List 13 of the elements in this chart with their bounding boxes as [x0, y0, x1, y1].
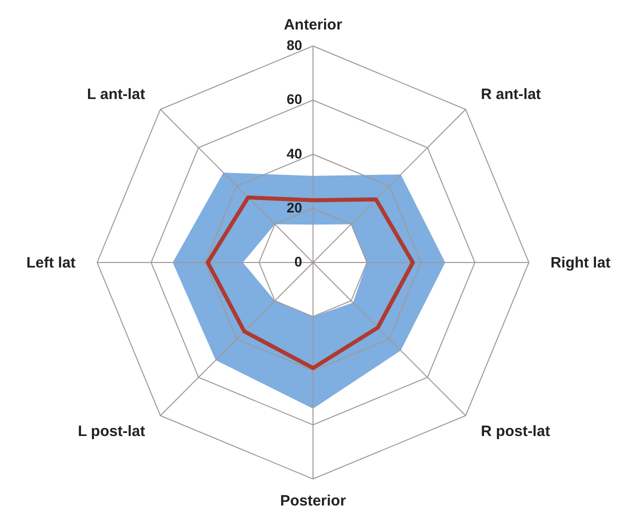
spoke-label: L ant-lat — [87, 86, 146, 104]
y-tick-label: 40 — [286, 145, 302, 162]
y-tick-label: 60 — [286, 91, 302, 108]
y-tick-label: 80 — [286, 37, 302, 54]
spoke-label: Left lat — [26, 254, 76, 272]
spoke-label: L post-lat — [78, 422, 146, 440]
spoke-label: Right lat — [550, 254, 610, 272]
y-tick-label: 20 — [286, 199, 302, 216]
spoke-label: R ant-lat — [480, 86, 541, 104]
spoke-label: Posterior — [280, 492, 346, 510]
y-tick-label: 0 — [294, 254, 302, 270]
spoke-label: R post-lat — [480, 422, 550, 440]
spoke-label: Anterior — [284, 16, 342, 34]
